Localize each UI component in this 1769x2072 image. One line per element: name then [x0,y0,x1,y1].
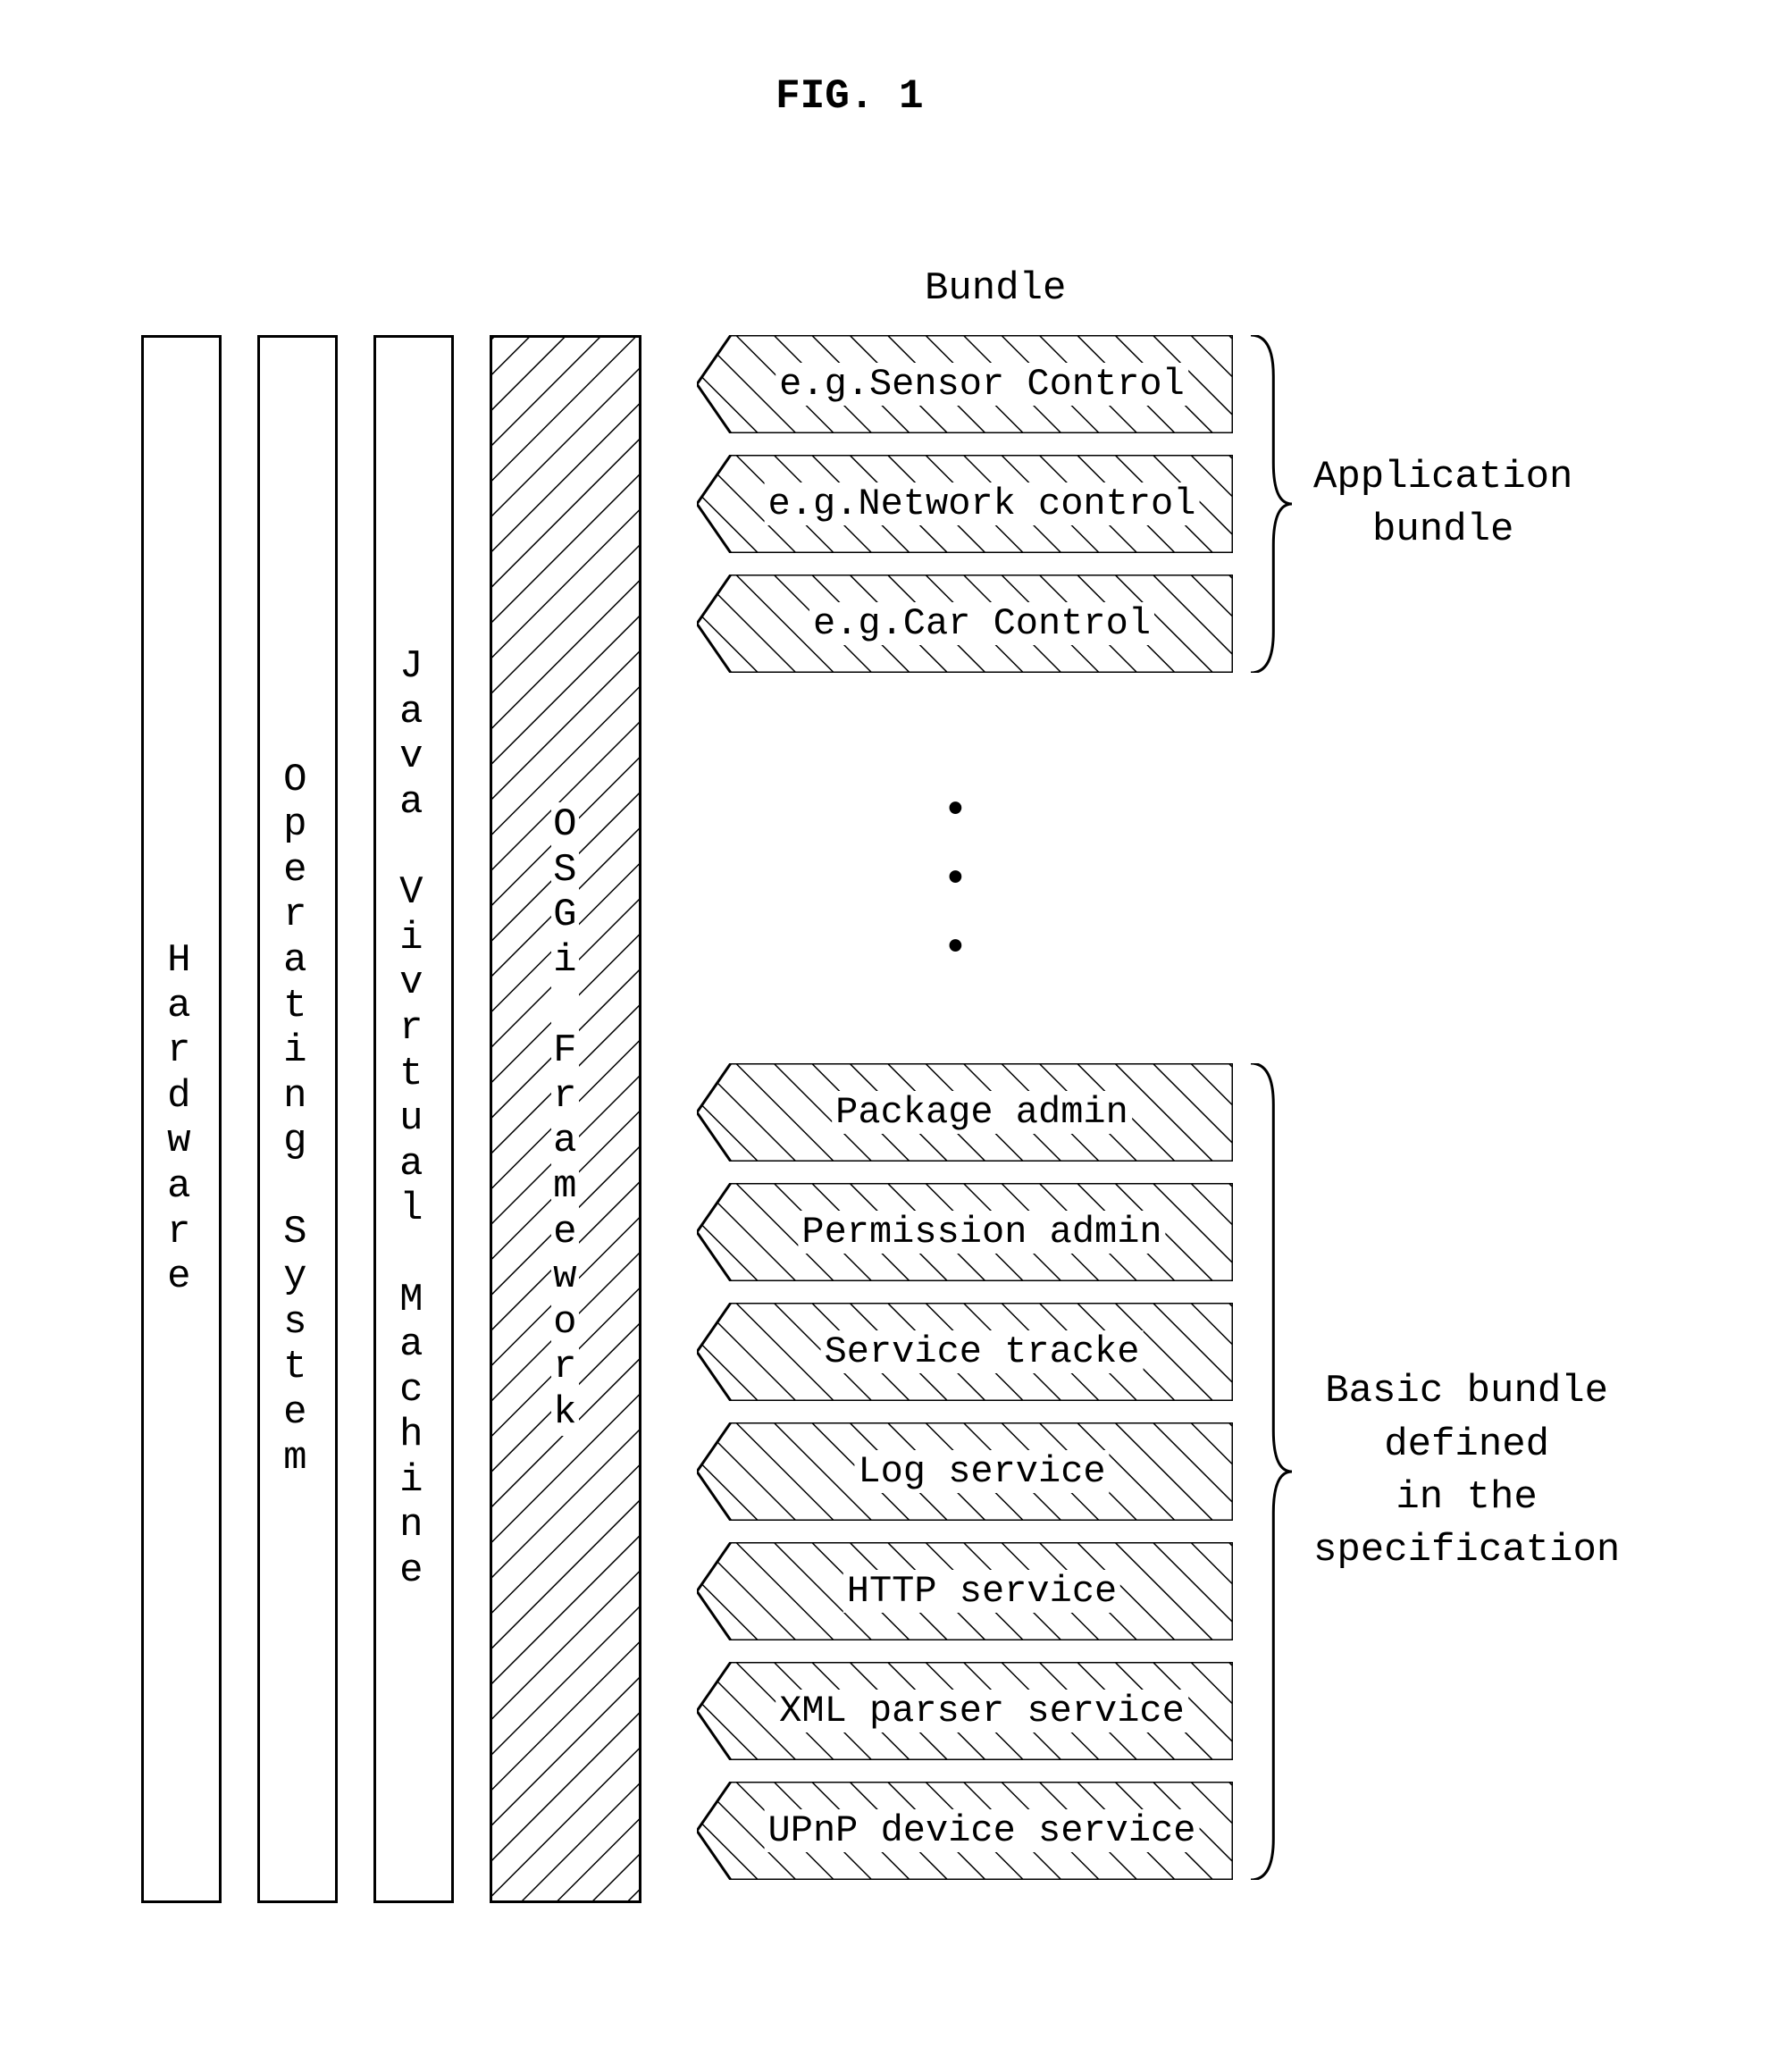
layer-label-hardware: Hardware [167,938,190,1300]
bundle-label-application-1: e.g.Network control [765,482,1200,525]
brace-label-line: specification [1313,1524,1620,1577]
bundle-label-basic-3: Log service [854,1450,1109,1493]
bundle-label-basic-6: UPnP device service [765,1809,1200,1852]
layer-label-operating-system: Operating System [283,758,306,1481]
layer-label-java-virtual-machine: Java Vivrtual Machine [399,644,423,1593]
bundle-label-basic-1: Permission admin [798,1211,1165,1254]
bundle-label-basic-4: HTTP service [843,1570,1120,1613]
figure-container: FIG. 1 Bundle Hardware Operating System Ja… [0,0,1769,2072]
bundle-label-application-2: e.g.Car Control [809,602,1154,645]
bundle-label-basic-5: XML parser service [776,1690,1188,1732]
brace-label-line: in the [1313,1472,1620,1524]
brace-application [1251,335,1297,673]
figure-title: FIG. 1 [776,73,924,120]
brace-label-line: defined [1313,1419,1620,1472]
bundle-header-label: Bundle [925,266,1066,311]
brace-label-basic: Basic bundledefinedin thespecification [1313,1365,1620,1578]
bundle-label-basic-2: Service tracke [821,1330,1144,1373]
brace-label-application: Applicationbundle [1313,451,1572,558]
brace-label-line: bundle [1313,504,1572,557]
bundle-label-application-0: e.g.Sensor Control [776,363,1188,406]
ellipsis-dots: ••• [943,777,968,983]
layer-label-osgi-framework: OSGi Framework [551,802,578,1435]
bundle-label-basic-0: Package admin [832,1091,1132,1134]
brace-label-line: Basic bundle [1313,1365,1620,1418]
brace-basic [1251,1063,1297,1880]
brace-label-line: Application [1313,451,1572,504]
